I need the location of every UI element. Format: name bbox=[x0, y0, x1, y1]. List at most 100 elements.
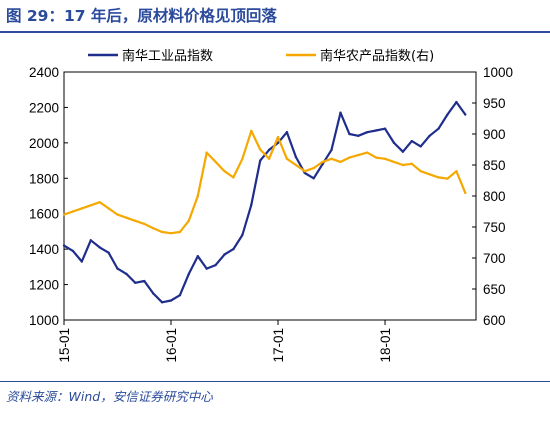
point-agricultural bbox=[276, 135, 280, 139]
point-industrial bbox=[455, 100, 458, 104]
point-industrial bbox=[232, 247, 235, 251]
point-agricultural bbox=[339, 160, 342, 164]
point-industrial bbox=[169, 299, 173, 302]
point-industrial bbox=[241, 233, 244, 237]
point-industrial bbox=[258, 159, 262, 162]
point-industrial bbox=[276, 141, 280, 145]
y-left-tick-label: 1600 bbox=[29, 207, 59, 222]
point-agricultural bbox=[169, 232, 173, 235]
series-line-agricultural bbox=[63, 129, 467, 235]
point-industrial bbox=[134, 281, 137, 284]
point-industrial bbox=[419, 145, 422, 148]
point-industrial bbox=[267, 148, 271, 152]
y-right-tick-label: 600 bbox=[483, 313, 506, 328]
y-left-tick-label: 2000 bbox=[29, 136, 59, 151]
point-agricultural bbox=[428, 173, 431, 176]
point-industrial bbox=[437, 127, 440, 130]
point-industrial bbox=[125, 272, 128, 276]
point-industrial bbox=[464, 113, 467, 116]
y-left-tick-label: 1000 bbox=[29, 313, 59, 328]
point-industrial bbox=[178, 294, 182, 297]
plot-frame bbox=[63, 71, 477, 321]
point-agricultural bbox=[267, 157, 271, 160]
point-agricultural bbox=[62, 213, 66, 216]
point-agricultural bbox=[366, 151, 369, 154]
point-industrial bbox=[428, 134, 431, 137]
point-agricultural bbox=[401, 163, 405, 167]
title-underline bbox=[0, 31, 550, 33]
bottom-rule bbox=[0, 381, 550, 382]
point-agricultural bbox=[71, 210, 75, 213]
point-industrial bbox=[383, 127, 387, 130]
point-agricultural bbox=[410, 162, 413, 165]
point-agricultural bbox=[437, 176, 440, 179]
point-agricultural bbox=[89, 204, 92, 207]
point-industrial bbox=[196, 255, 199, 258]
x-tick-label: 16-01 bbox=[164, 328, 179, 363]
point-agricultural bbox=[160, 230, 164, 234]
y-right-tick-label: 900 bbox=[483, 127, 506, 142]
point-industrial bbox=[294, 155, 298, 159]
point-industrial bbox=[214, 263, 217, 267]
point-agricultural bbox=[223, 170, 226, 173]
point-agricultural bbox=[250, 129, 253, 133]
y-right-tick-label: 1000 bbox=[483, 65, 513, 80]
figure-title: 图 29：17 年后，原材料价格见顶回落 bbox=[6, 7, 277, 25]
point-industrial bbox=[410, 139, 413, 143]
point-agricultural bbox=[383, 157, 387, 160]
point-industrial bbox=[89, 239, 92, 242]
y-right-tick-label: 750 bbox=[483, 220, 506, 235]
point-agricultural bbox=[151, 227, 155, 230]
point-agricultural bbox=[312, 166, 315, 170]
x-tick-label: 15-01 bbox=[57, 328, 72, 363]
point-industrial bbox=[285, 131, 289, 134]
point-industrial bbox=[80, 260, 84, 263]
point-industrial bbox=[312, 177, 315, 180]
point-agricultural bbox=[348, 156, 351, 159]
point-agricultural bbox=[205, 151, 208, 154]
y-left-tick-label: 2400 bbox=[29, 65, 59, 80]
series-line-industrial bbox=[63, 100, 467, 304]
point-industrial bbox=[187, 272, 191, 276]
point-agricultural bbox=[187, 219, 191, 222]
point-agricultural bbox=[125, 216, 128, 219]
point-agricultural bbox=[214, 160, 217, 164]
point-agricultural bbox=[392, 160, 396, 164]
point-industrial bbox=[339, 111, 342, 114]
point-industrial bbox=[357, 134, 360, 137]
point-industrial bbox=[143, 279, 146, 283]
source-note: 资料来源：Wind，安信证券研究中心 bbox=[6, 389, 213, 404]
x-tick-label: 17-01 bbox=[271, 328, 286, 363]
point-industrial bbox=[446, 113, 449, 116]
y-right-tick-label: 650 bbox=[483, 282, 506, 297]
y-right-tick-label: 800 bbox=[483, 189, 506, 204]
point-agricultural bbox=[285, 157, 289, 160]
y-left-tick-label: 1400 bbox=[29, 242, 59, 257]
line-chart: 南华工业品指数 南华农产品指数(右) 1000 1200 1400 1600 1800 20… bbox=[29, 48, 513, 363]
point-industrial bbox=[160, 301, 164, 304]
point-agricultural bbox=[116, 213, 119, 216]
y-right-tick-label: 700 bbox=[483, 251, 506, 266]
point-industrial bbox=[366, 131, 369, 134]
point-industrial bbox=[401, 150, 405, 153]
point-agricultural bbox=[98, 201, 101, 204]
point-industrial bbox=[71, 249, 75, 253]
point-industrial bbox=[303, 171, 306, 175]
point-agricultural bbox=[196, 194, 199, 198]
point-industrial bbox=[330, 148, 333, 152]
point-industrial bbox=[62, 244, 66, 247]
point-agricultural bbox=[374, 156, 378, 159]
chart-lines bbox=[62, 100, 467, 304]
y-left-tick-label: 1200 bbox=[29, 278, 59, 293]
legend-label-industrial: 南华工业品指数 bbox=[122, 48, 213, 64]
point-agricultural bbox=[232, 176, 235, 179]
point-industrial bbox=[374, 129, 378, 132]
point-agricultural bbox=[455, 170, 458, 173]
y-left-tick-label: 2200 bbox=[29, 100, 59, 115]
point-agricultural bbox=[294, 163, 298, 167]
y-right-tick-label: 850 bbox=[483, 158, 506, 173]
point-agricultural bbox=[330, 157, 333, 160]
point-agricultural bbox=[446, 177, 449, 180]
point-agricultural bbox=[258, 148, 262, 151]
chart-legend: 南华工业品指数 南华农产品指数(右) bbox=[88, 48, 434, 64]
